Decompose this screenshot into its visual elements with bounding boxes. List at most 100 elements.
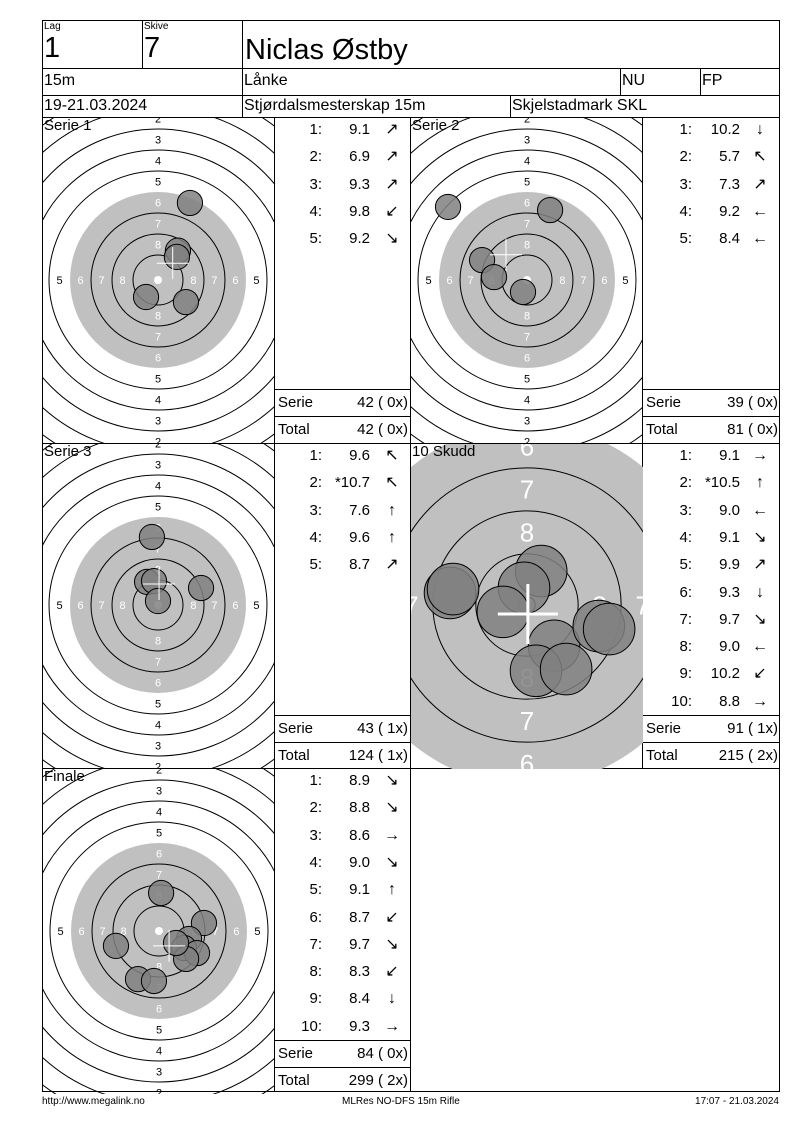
shot-score: 9.3 xyxy=(719,583,740,601)
shot-direction-arrow-icon: ↖ xyxy=(385,447,399,464)
shot-row: 3: 7.6 ↑ xyxy=(275,501,410,521)
shot-hole xyxy=(476,585,530,639)
total-value: 299 ( 2x) xyxy=(348,1072,408,1089)
shot-number: 1: xyxy=(309,772,322,789)
ring-number: 6 xyxy=(520,749,534,769)
ring-number: 3 xyxy=(524,415,530,427)
shot-row: 4: 9.1 ↘ xyxy=(643,528,780,548)
shot-number: 4: xyxy=(679,528,692,546)
shot-row: 3: 9.3 ↗ xyxy=(275,175,410,195)
class: NU xyxy=(622,72,646,89)
ring-number: 7 xyxy=(211,275,217,287)
shot-score: 9.1 xyxy=(719,528,740,546)
ring-number: 6 xyxy=(155,677,161,689)
ring-number: 8 xyxy=(524,239,530,251)
ring-number: 4 xyxy=(524,394,530,406)
shot-number: 5: xyxy=(679,230,692,248)
lag-label: Lag xyxy=(44,21,61,32)
ring-number: 7 xyxy=(635,590,643,620)
target-face: 11112222333344445555666677778888 xyxy=(43,769,275,1094)
shot-score: 9.1 xyxy=(349,881,370,899)
serie-value: 43 ( 1x) xyxy=(357,720,408,737)
shot-row: 1: 10.2 ↓ xyxy=(643,120,780,140)
ring-number: 5 xyxy=(56,600,62,612)
shot-number: 1: xyxy=(309,447,322,464)
shot-hole xyxy=(162,929,190,957)
shot-row: 10: 8.8 → xyxy=(643,692,780,712)
ring-number: 6 xyxy=(601,275,607,287)
ring-number: 5 xyxy=(425,275,431,287)
shot-direction-arrow-icon: ↙ xyxy=(385,963,399,981)
serie-label: Serie xyxy=(646,394,682,411)
shot-number: 1: xyxy=(679,447,692,464)
ring-number: 6 xyxy=(77,275,83,287)
shot-direction-arrow-icon: ↑ xyxy=(388,528,396,546)
shot-number: 2: xyxy=(309,799,322,817)
shot-number: 9: xyxy=(679,665,692,683)
shot-direction-arrow-icon: → xyxy=(384,826,400,844)
ring-number: 2 xyxy=(155,761,161,769)
venue: Skjelstadmark SKL xyxy=(512,97,648,114)
ring-number: 8 xyxy=(120,926,126,938)
shot-score: 8.9 xyxy=(349,772,370,789)
target-face: 11112222333344445555666677778888 xyxy=(43,444,275,769)
shot-score: 9.3 xyxy=(349,1017,370,1035)
shot-number: 10: xyxy=(301,1017,322,1035)
shot-direction-arrow-icon: ↙ xyxy=(385,908,399,926)
shot-hole xyxy=(539,642,593,696)
shot-hole xyxy=(144,587,172,615)
ring-8 xyxy=(480,233,574,327)
shot-row: 3: 7.3 ↗ xyxy=(643,175,780,195)
shot-row: 10: 9.3 → xyxy=(275,1017,410,1037)
ring-number: 5 xyxy=(155,176,161,188)
ring-number: 2 xyxy=(156,769,162,776)
total-row: Total 42 ( 0x) xyxy=(275,416,410,442)
ring-number: 5 xyxy=(253,600,259,612)
shot-row: 6: 9.3 ↓ xyxy=(643,583,780,603)
target-fin: 11112222333344445555666677778888Finale xyxy=(43,769,275,1094)
score-list: 1: 9.6 ↖ 2: *10.7 ↖ 3: 7.6 ↑ 4: 9.6 ↑ 5: 8.7 ↗ Serie 43 … xyxy=(275,444,410,769)
ring-number: 5 xyxy=(56,275,62,287)
shot-number: 10: xyxy=(671,692,692,710)
ring-number: 6 xyxy=(232,600,238,612)
shot-row: 8: 8.3 ↙ xyxy=(275,962,410,982)
serie-value: 42 ( 0x) xyxy=(357,394,408,411)
shot-row: 2: *10.7 ↖ xyxy=(275,473,410,493)
ring-number: 2 xyxy=(156,1087,162,1094)
ring-number: 6 xyxy=(520,444,534,462)
ring-number: 6 xyxy=(78,926,84,938)
ring-number: 6 xyxy=(155,197,161,209)
shot-score: 8.4 xyxy=(719,230,740,248)
ring-number: 4 xyxy=(155,155,161,167)
ring-number: 3 xyxy=(155,459,161,471)
ring-number: 7 xyxy=(580,275,586,287)
serie-value: 39 ( 0x) xyxy=(727,394,778,411)
ring-number: 2 xyxy=(155,436,161,443)
score-list: 1: 10.2 ↓ 2: 5.7 ↖ 3: 7.3 ↗ 4: 9.2 ← 5: 8.4 ← Serie 39 (… xyxy=(643,118,780,443)
shot-row: 6: 8.7 ↙ xyxy=(275,908,410,928)
serie-label: Serie xyxy=(278,1045,314,1062)
ring-number: 5 xyxy=(155,373,161,385)
shot-row: 7: 9.7 ↘ xyxy=(643,610,780,630)
shot-hole xyxy=(140,967,168,995)
ring-8 xyxy=(111,233,205,327)
divider xyxy=(42,95,780,96)
shot-direction-arrow-icon: ↘ xyxy=(753,528,767,546)
total-label: Total xyxy=(278,1072,310,1089)
shot-number: 4: xyxy=(309,202,322,220)
total-row: Total 124 ( 1x) xyxy=(275,742,410,768)
shot-score: 9.0 xyxy=(349,853,370,871)
ring-number: 7 xyxy=(520,475,534,505)
shot-row: 3: 8.6 → xyxy=(275,826,410,846)
total-row: Total 299 ( 2x) xyxy=(275,1067,410,1093)
shot-number: 5: xyxy=(309,556,322,574)
total-row: Total 215 ( 2x) xyxy=(643,742,780,768)
shot-row: 9: 8.4 ↓ xyxy=(275,989,410,1009)
divider xyxy=(642,117,643,768)
shot-row: 4: 9.0 ↘ xyxy=(275,853,410,873)
shot-score: 9.1 xyxy=(719,447,740,464)
footer-link[interactable]: http://www.megalink.no xyxy=(42,1096,145,1107)
total-label: Total xyxy=(278,421,310,438)
shot-score: 8.7 xyxy=(349,908,370,926)
serie-value: 84 ( 0x) xyxy=(357,1045,408,1062)
